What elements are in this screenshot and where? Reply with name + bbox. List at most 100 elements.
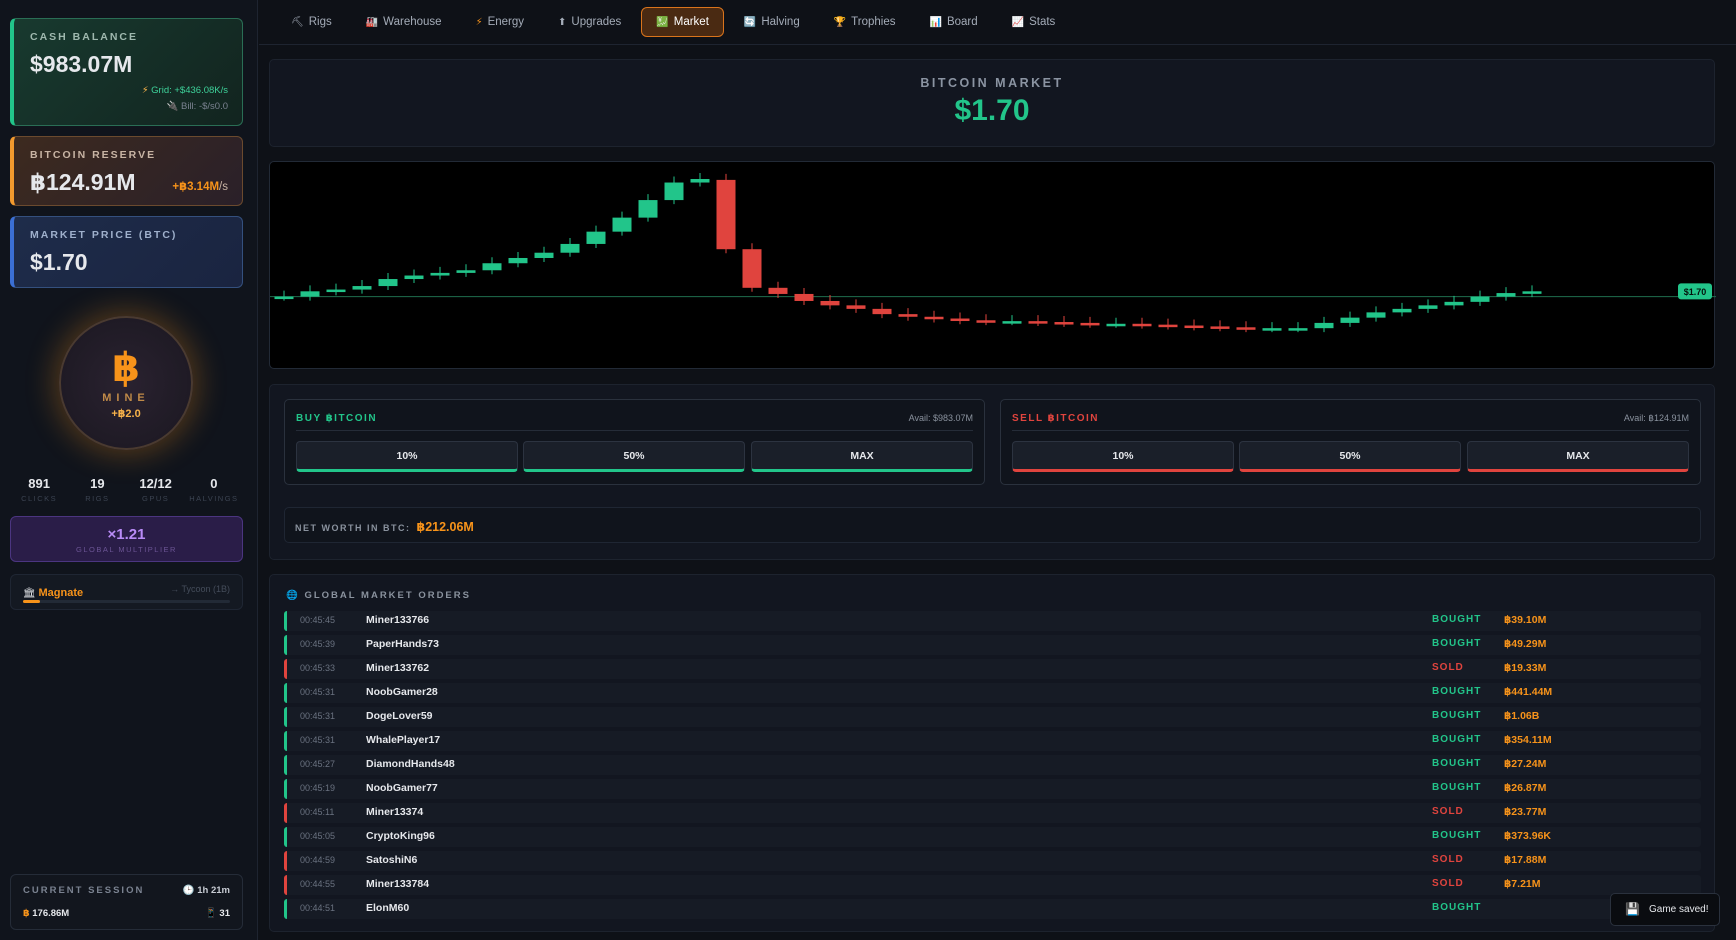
trade-panel: BUY ฿ITCOIN Avail: $983.07M 10% 50% MAX … bbox=[269, 384, 1715, 560]
candle-body bbox=[1496, 293, 1516, 297]
multiplier-label: GLOBAL MULTIPLIER bbox=[76, 545, 177, 554]
order-player: Miner133784 bbox=[366, 878, 430, 890]
mine-button[interactable]: ฿ MINE +฿2.0 bbox=[59, 316, 193, 450]
candle-body bbox=[1106, 323, 1126, 327]
candle bbox=[1470, 290, 1490, 306]
candle-body bbox=[404, 275, 424, 280]
candle-body bbox=[430, 272, 450, 276]
stat-clicks: 891 CLICKS bbox=[21, 476, 58, 503]
candle-body bbox=[1522, 291, 1542, 294]
market-price-label: MARKET PRICE (BTC) bbox=[30, 229, 178, 241]
candle-body bbox=[300, 291, 320, 297]
order-amount: ฿441.44M bbox=[1504, 686, 1553, 698]
order-time: 00:45:39 bbox=[300, 639, 336, 649]
bill-expense: 🔌 Bill: -$/s0.0 bbox=[166, 101, 228, 112]
candle-body bbox=[1314, 322, 1334, 329]
candle bbox=[1418, 299, 1438, 313]
cash-balance-label: CASH BALANCE bbox=[30, 31, 138, 43]
order-action: BOUGHT bbox=[1432, 902, 1482, 913]
tab-market[interactable]: 💹 Market bbox=[641, 7, 724, 37]
cash-balance-card: CASH BALANCE $983.07M ⚡ Grid: +$436.08K/… bbox=[10, 18, 243, 126]
candle bbox=[1158, 318, 1178, 330]
mine-rate: +฿2.0 bbox=[111, 408, 141, 420]
order-action: BOUGHT bbox=[1432, 758, 1482, 769]
tab-energy[interactable]: ⚡ Energy bbox=[475, 16, 525, 28]
order-player: DogeLover59 bbox=[366, 710, 433, 722]
stat-halvings: 0 HALVINGS bbox=[189, 476, 239, 503]
market-price-card: MARKET PRICE (BTC) $1.70 bbox=[10, 216, 243, 288]
buy-50-button[interactable]: 50% bbox=[523, 441, 745, 472]
tab-stats[interactable]: 📈 Stats bbox=[1011, 16, 1056, 28]
order-amount: ฿17.88M bbox=[1504, 854, 1547, 866]
order-player: Miner133766 bbox=[366, 614, 430, 626]
candle bbox=[1444, 295, 1464, 310]
candle bbox=[1106, 317, 1126, 328]
sell-max-button[interactable]: MAX bbox=[1467, 441, 1689, 472]
order-time: 00:45:19 bbox=[300, 783, 336, 793]
candle-body bbox=[1444, 301, 1464, 306]
order-row: 00:45:11 Miner13374 SOLD ฿23.77M bbox=[284, 803, 1701, 823]
order-action: BOUGHT bbox=[1432, 638, 1482, 649]
order-amount: ฿1.06B bbox=[1504, 710, 1540, 722]
order-row: 00:45:27 DiamondHands48 BOUGHT ฿27.24M bbox=[284, 755, 1701, 775]
candle bbox=[1366, 306, 1386, 322]
order-player: SatoshiN6 bbox=[366, 854, 418, 866]
candle bbox=[508, 251, 528, 268]
order-player: CryptoKing96 bbox=[366, 830, 435, 842]
tab-halving[interactable]: 🔄 Halving bbox=[743, 16, 800, 28]
candle-body bbox=[1054, 322, 1074, 325]
sell-10-button[interactable]: 10% bbox=[1012, 441, 1234, 472]
price-tag bbox=[1678, 283, 1712, 300]
order-row: 00:45:31 WhalePlayer17 BOUGHT ฿354.11M bbox=[284, 731, 1701, 751]
trophy-icon: 🏆 bbox=[833, 16, 847, 28]
tab-board[interactable]: 📊 Board bbox=[929, 16, 978, 28]
price-tag-label: $1.70 bbox=[1684, 287, 1707, 297]
bitcoin-icon: ฿ bbox=[23, 908, 33, 919]
session-time: 🕒 1h 21m bbox=[182, 885, 230, 896]
net-worth-label: NET WORTH IN BTC: bbox=[295, 523, 411, 533]
candle-body bbox=[794, 293, 814, 301]
candle bbox=[534, 246, 554, 262]
tab-rigs[interactable]: ⛏ Rigs bbox=[291, 16, 332, 28]
candle-body bbox=[1470, 296, 1490, 302]
order-time: 00:45:31 bbox=[300, 735, 336, 745]
order-amount: ฿373.96K bbox=[1504, 830, 1552, 842]
orders-list: 00:45:45 Miner133766 BOUGHT ฿39.10M 00:45:39… bbox=[284, 611, 1701, 923]
tab-warehouse[interactable]: 🏭 Warehouse bbox=[365, 16, 442, 28]
order-time: 00:45:33 bbox=[300, 663, 336, 673]
order-player: NoobGamer77 bbox=[366, 782, 438, 794]
buy-max-button[interactable]: MAX bbox=[751, 441, 973, 472]
candle-body bbox=[274, 296, 294, 300]
candle bbox=[586, 225, 606, 248]
tab-upgrades[interactable]: ⬆ Upgrades bbox=[558, 16, 622, 28]
candle bbox=[924, 310, 944, 323]
order-row: 00:45:33 Miner133762 SOLD ฿19.33M bbox=[284, 659, 1701, 679]
order-amount: ฿19.33M bbox=[1504, 662, 1547, 674]
price-chart: $1.70 bbox=[269, 161, 1716, 369]
lightning-icon: ⚡ bbox=[141, 85, 152, 96]
sell-50-button[interactable]: 50% bbox=[1239, 441, 1461, 472]
factory-icon: 🏭 bbox=[365, 16, 379, 28]
tab-trophies[interactable]: 🏆 Trophies bbox=[833, 16, 896, 28]
candle-body bbox=[820, 300, 840, 306]
sell-divider bbox=[1012, 430, 1689, 431]
candle-body bbox=[768, 287, 788, 294]
candle bbox=[1522, 285, 1542, 298]
candle bbox=[768, 281, 788, 298]
candle-body bbox=[1132, 323, 1152, 327]
order-action: BOUGHT bbox=[1432, 734, 1482, 745]
candle-body bbox=[1028, 321, 1048, 324]
order-player: ElonM60 bbox=[366, 902, 410, 914]
candle bbox=[1028, 315, 1048, 327]
bitcoin-reserve-card: BITCOIN RESERVE ฿124.91M +฿3.14M/s bbox=[10, 136, 243, 206]
rank-name: Magnate bbox=[38, 587, 84, 599]
bitcoin-reserve-rate: +฿3.14M/s bbox=[172, 181, 228, 193]
buy-10-button[interactable]: 10% bbox=[296, 441, 518, 472]
candle bbox=[456, 264, 476, 277]
candle bbox=[1314, 316, 1334, 333]
buy-box: BUY ฿ITCOIN Avail: $983.07M 10% 50% MAX bbox=[284, 399, 985, 485]
order-action: BOUGHT bbox=[1432, 686, 1482, 697]
candle-body bbox=[716, 179, 736, 250]
bar-chart-icon: 📊 bbox=[929, 16, 942, 28]
candle bbox=[1184, 319, 1204, 331]
